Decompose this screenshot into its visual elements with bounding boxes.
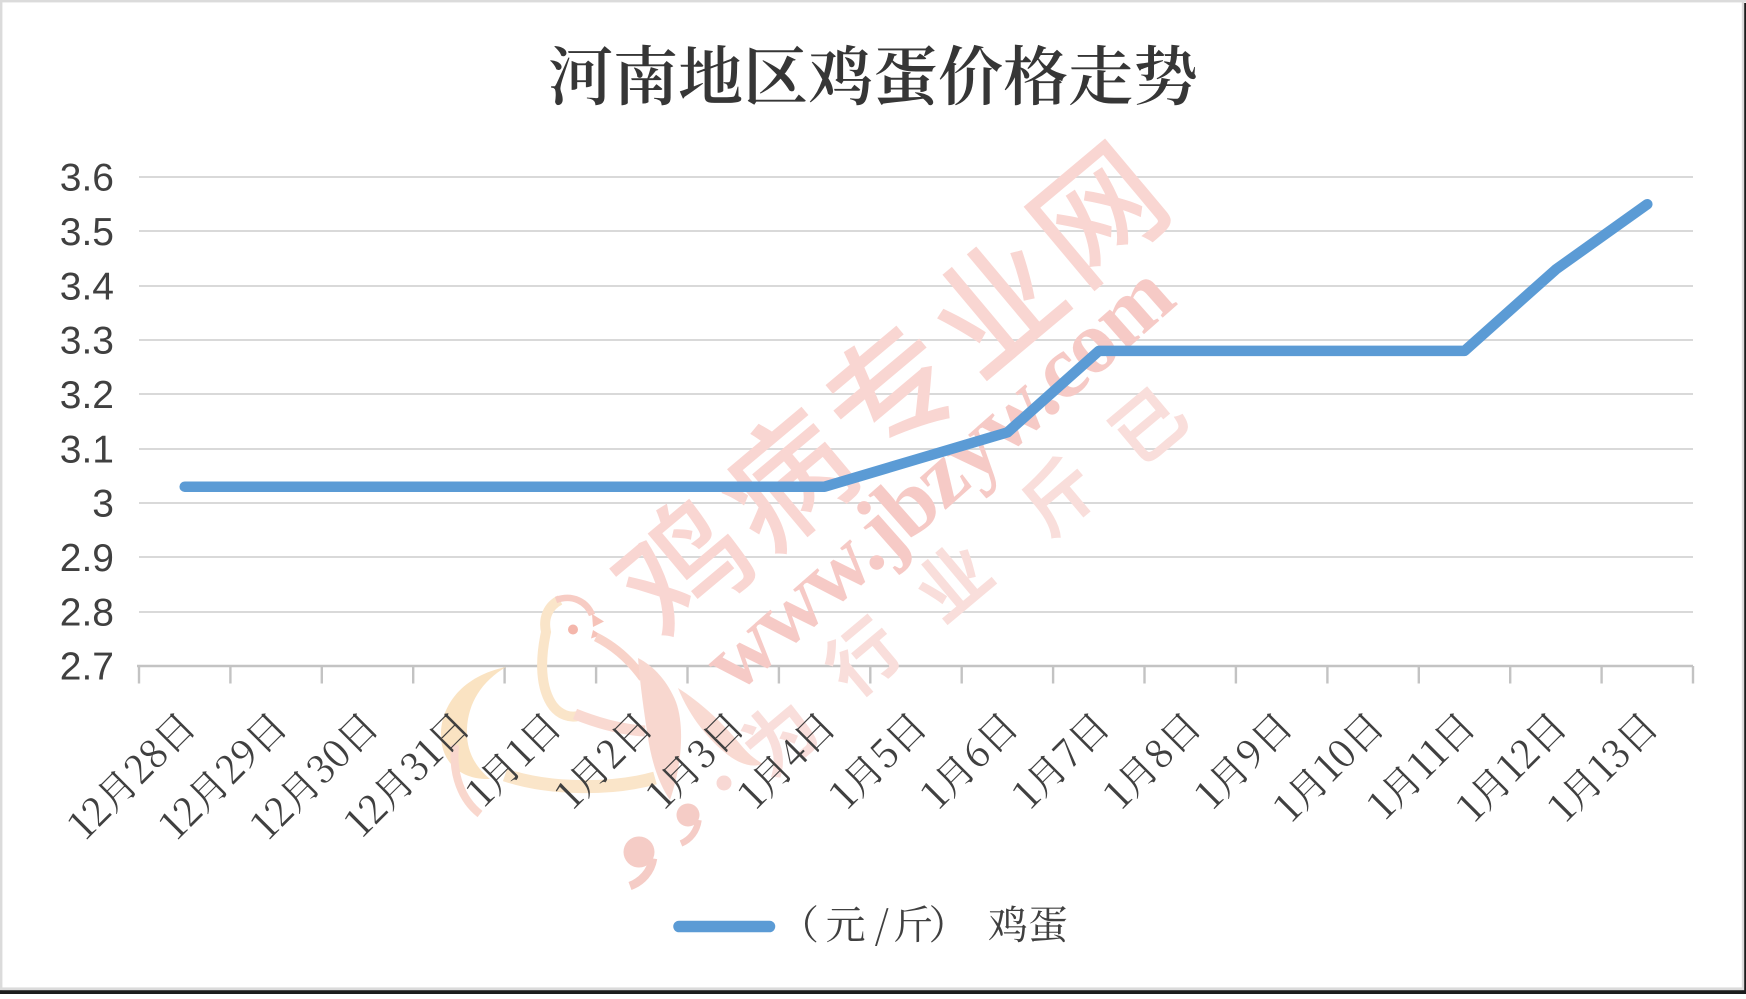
- svg-text:2.7: 2.7: [60, 646, 114, 689]
- svg-text:3.1: 3.1: [60, 428, 114, 471]
- svg-text:3.2: 3.2: [60, 374, 114, 417]
- svg-text:3.5: 3.5: [60, 211, 114, 254]
- svg-text:3.3: 3.3: [60, 320, 114, 363]
- svg-text:3.4: 3.4: [60, 265, 114, 308]
- svg-text:2.8: 2.8: [60, 591, 114, 634]
- svg-text:3.6: 3.6: [60, 157, 114, 200]
- svg-text:2.9: 2.9: [60, 537, 114, 580]
- svg-text:3: 3: [92, 483, 114, 526]
